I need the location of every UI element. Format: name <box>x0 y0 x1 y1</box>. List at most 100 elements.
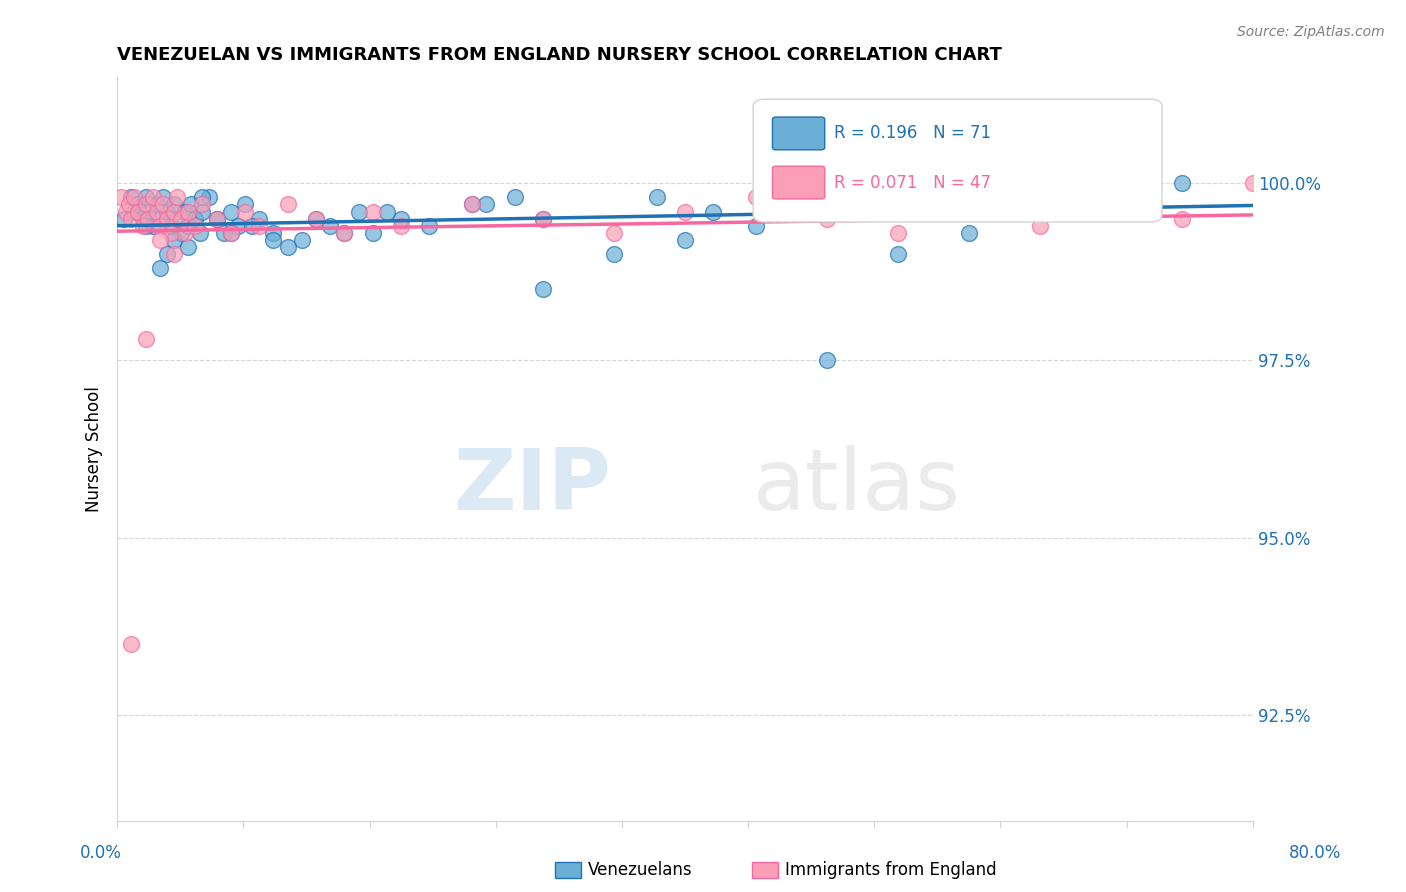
Point <box>957 226 980 240</box>
Point <box>188 226 211 240</box>
Point <box>1029 219 1052 233</box>
Text: atlas: atlas <box>754 444 962 528</box>
Point <box>815 353 838 368</box>
Point <box>127 204 149 219</box>
Point <box>333 226 356 240</box>
Point <box>152 197 174 211</box>
Point <box>177 219 200 233</box>
Point <box>1171 176 1194 190</box>
Point <box>461 197 484 211</box>
Point <box>198 190 221 204</box>
Point <box>110 190 132 204</box>
FancyBboxPatch shape <box>772 166 825 199</box>
Point <box>142 190 165 204</box>
Point <box>240 219 263 233</box>
Point <box>149 233 172 247</box>
Point <box>156 247 179 261</box>
Point <box>122 204 145 219</box>
Point <box>184 219 207 233</box>
Point <box>191 190 214 204</box>
Point <box>305 211 328 226</box>
FancyBboxPatch shape <box>754 99 1161 222</box>
Point <box>191 204 214 219</box>
FancyBboxPatch shape <box>772 117 825 150</box>
Point <box>156 211 179 226</box>
Point <box>112 211 135 226</box>
Point <box>1171 211 1194 226</box>
Point <box>1029 204 1052 219</box>
Point <box>887 247 910 261</box>
Text: R = 0.196   N = 71: R = 0.196 N = 71 <box>834 125 991 143</box>
Point <box>132 219 155 233</box>
Point <box>205 211 228 226</box>
Point <box>603 226 626 240</box>
Point <box>347 204 370 219</box>
Point <box>361 226 384 240</box>
Point <box>915 176 938 190</box>
Point <box>174 204 197 219</box>
Point <box>233 204 256 219</box>
Point <box>122 190 145 204</box>
Point <box>1241 176 1264 190</box>
Point <box>120 211 142 226</box>
Point <box>219 204 242 219</box>
Point <box>887 226 910 240</box>
Point <box>389 211 412 226</box>
Point <box>146 204 169 219</box>
Point <box>127 204 149 219</box>
Point <box>170 211 193 226</box>
Point <box>166 190 188 204</box>
Point <box>135 190 157 204</box>
Text: R = 0.071   N = 47: R = 0.071 N = 47 <box>834 174 991 192</box>
Point <box>673 233 696 247</box>
Point <box>531 283 554 297</box>
Point <box>1000 176 1022 190</box>
Point <box>114 204 136 219</box>
Point <box>277 240 299 254</box>
Point <box>291 233 314 247</box>
Point <box>247 219 270 233</box>
Point <box>149 211 172 226</box>
Point <box>135 332 157 346</box>
Text: Immigrants from England: Immigrants from England <box>785 861 997 879</box>
Text: 80.0%: 80.0% <box>1288 844 1341 862</box>
Point <box>166 211 188 226</box>
Point <box>531 211 554 226</box>
Text: ZIP: ZIP <box>454 444 612 528</box>
Point <box>163 197 186 211</box>
Point <box>603 247 626 261</box>
Point <box>127 197 149 211</box>
Point <box>180 197 202 211</box>
Point <box>361 204 384 219</box>
Point <box>120 637 142 651</box>
Point <box>461 197 484 211</box>
Point <box>745 219 768 233</box>
Point <box>149 219 172 233</box>
Point <box>163 204 186 219</box>
Point <box>174 226 197 240</box>
Point <box>815 211 838 226</box>
Point <box>152 190 174 204</box>
Text: VENEZUELAN VS IMMIGRANTS FROM ENGLAND NURSERY SCHOOL CORRELATION CHART: VENEZUELAN VS IMMIGRANTS FROM ENGLAND NU… <box>117 46 1002 64</box>
Point <box>305 211 328 226</box>
Point <box>156 204 179 219</box>
Point <box>319 219 342 233</box>
Point <box>277 197 299 211</box>
Point <box>163 233 186 247</box>
Point <box>957 204 980 219</box>
Point <box>219 226 242 240</box>
Point <box>787 183 810 197</box>
Point <box>844 197 866 211</box>
Point <box>333 226 356 240</box>
Point <box>132 211 155 226</box>
Point <box>138 211 160 226</box>
Point <box>262 233 284 247</box>
Point <box>117 197 139 211</box>
Point <box>233 197 256 211</box>
Point <box>146 197 169 211</box>
Y-axis label: Nursery School: Nursery School <box>86 386 103 512</box>
Point <box>219 226 242 240</box>
Point <box>177 240 200 254</box>
Text: Venezuelans: Venezuelans <box>588 861 692 879</box>
Point <box>142 219 165 233</box>
